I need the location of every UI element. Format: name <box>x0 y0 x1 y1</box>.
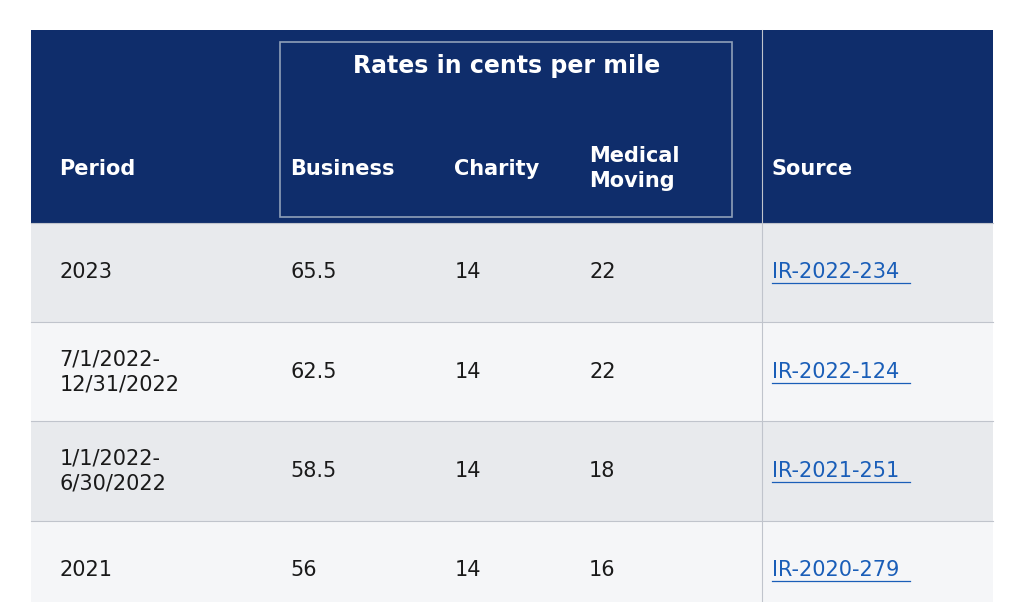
Text: Charity: Charity <box>455 159 540 179</box>
Text: Rates in cents per mile: Rates in cents per mile <box>352 54 660 78</box>
Text: Period: Period <box>59 159 136 179</box>
Text: Source: Source <box>772 159 853 179</box>
Text: 14: 14 <box>455 262 480 282</box>
Text: 2021: 2021 <box>59 560 113 580</box>
Text: Medical
Moving: Medical Moving <box>589 146 680 191</box>
FancyBboxPatch shape <box>31 30 993 223</box>
Text: 14: 14 <box>455 362 480 382</box>
Text: IR-2020-279: IR-2020-279 <box>772 560 899 580</box>
Text: 2023: 2023 <box>59 262 113 282</box>
Text: 7/1/2022-
12/31/2022: 7/1/2022- 12/31/2022 <box>59 349 179 394</box>
Text: 1/1/2022-
6/30/2022: 1/1/2022- 6/30/2022 <box>59 448 167 494</box>
Text: 16: 16 <box>589 560 615 580</box>
Text: IR-2022-234: IR-2022-234 <box>772 262 899 282</box>
Text: 65.5: 65.5 <box>291 262 337 282</box>
Text: 14: 14 <box>455 461 480 481</box>
Text: 56: 56 <box>291 560 317 580</box>
Text: 62.5: 62.5 <box>291 362 337 382</box>
Text: 14: 14 <box>455 560 480 580</box>
FancyBboxPatch shape <box>31 521 993 602</box>
FancyBboxPatch shape <box>31 322 993 421</box>
FancyBboxPatch shape <box>31 421 993 521</box>
Text: 18: 18 <box>589 461 615 481</box>
Text: IR-2021-251: IR-2021-251 <box>772 461 899 481</box>
Text: 58.5: 58.5 <box>291 461 337 481</box>
Text: 22: 22 <box>589 262 615 282</box>
Text: IR-2022-124: IR-2022-124 <box>772 362 899 382</box>
Text: Business: Business <box>291 159 395 179</box>
Text: 22: 22 <box>589 362 615 382</box>
FancyBboxPatch shape <box>31 223 993 322</box>
